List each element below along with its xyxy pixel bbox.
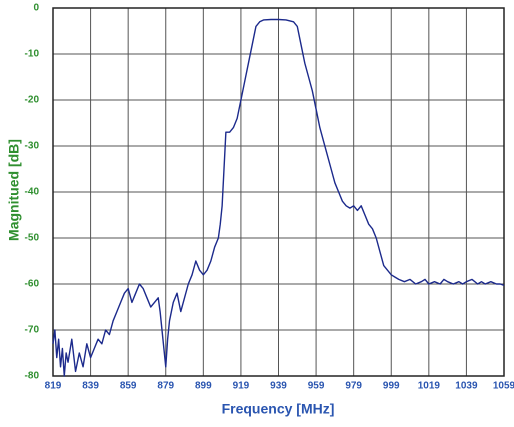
x-tick-label: 899	[195, 381, 212, 392]
y-axis-label: Magnitued [dB]	[6, 139, 22, 241]
x-tick-label: 959	[308, 381, 325, 392]
x-tick-label: 1039	[455, 381, 478, 392]
x-tick-label: 999	[383, 381, 400, 392]
y-tick-label: -80	[25, 371, 40, 382]
x-tick-label: 819	[45, 381, 62, 392]
x-tick-label: 939	[270, 381, 287, 392]
x-tick-label: 1059	[493, 381, 514, 392]
x-tick-label: 919	[233, 381, 250, 392]
y-tick-label: -20	[25, 95, 40, 106]
response-line	[52, 18, 505, 377]
y-tick-label: -50	[25, 233, 40, 244]
y-tick-label: -10	[25, 49, 40, 60]
x-axis-label: Frequency [MHz]	[222, 401, 335, 417]
plot-frame	[52, 7, 505, 377]
y-tick-label: -40	[25, 187, 40, 198]
x-tick-label: 839	[82, 381, 99, 392]
x-tick-label: 859	[120, 381, 137, 392]
y-tick-label: 0	[33, 3, 39, 14]
x-tick-label: 1019	[418, 381, 441, 392]
y-tick-label: -60	[25, 279, 40, 290]
x-tick-label: 879	[157, 381, 174, 392]
y-tick-label: -30	[25, 141, 40, 152]
x-tick-label: 979	[345, 381, 362, 392]
y-tick-label: -70	[25, 325, 40, 336]
